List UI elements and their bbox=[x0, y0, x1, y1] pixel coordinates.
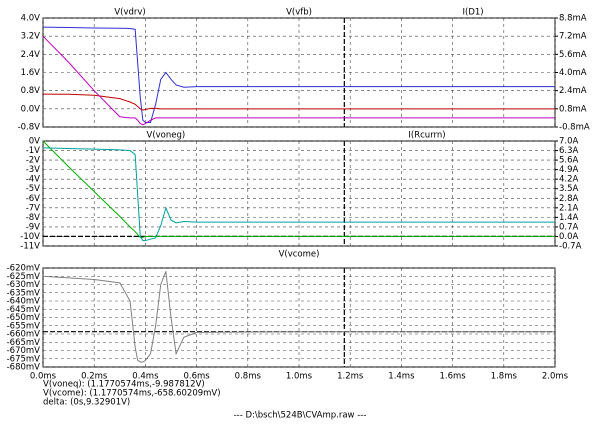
legend-entry: V(voneg) bbox=[147, 131, 186, 141]
y-tick-label: -630mV bbox=[7, 280, 41, 290]
x-tick-label: 0.0ms bbox=[30, 372, 57, 382]
y2-tick-label: 4.9A bbox=[559, 165, 579, 175]
y-tick-label: 4.0V bbox=[21, 14, 41, 24]
y-tick-label: 3.2V bbox=[21, 32, 41, 42]
y-tick-label: -10V bbox=[20, 232, 40, 242]
y-tick-label: -640mV bbox=[7, 297, 41, 307]
y-tick-label: 0V bbox=[29, 137, 40, 147]
x-tick-label: 1.6ms bbox=[439, 372, 466, 382]
trace bbox=[42, 147, 555, 242]
cursor-readout: V(vcome): (1.1770574ms,-658.60209mV) bbox=[43, 389, 221, 399]
y-tick-label: -660mV bbox=[7, 330, 41, 340]
y2-tick-label: 5.6A bbox=[559, 156, 579, 166]
y2-tick-label: 4.0mA bbox=[559, 68, 587, 78]
x-tick-label: 1.8ms bbox=[491, 372, 518, 382]
trace bbox=[42, 93, 555, 111]
x-tick-label: 0.4ms bbox=[132, 372, 159, 382]
x-tick-label: 0.8ms bbox=[235, 372, 262, 382]
y-tick-label: 0.8V bbox=[21, 86, 41, 96]
y-tick-label: 2.4V bbox=[21, 50, 41, 60]
y-tick-label: -3V bbox=[26, 165, 40, 175]
y2-tick-label: 7.0A bbox=[559, 137, 579, 147]
cursor-readout: V(voneq): (1.1770574ms,-9.987812V) bbox=[43, 380, 205, 390]
y2-tick-label: 4.2A bbox=[559, 175, 579, 185]
y-tick-label: -635mV bbox=[7, 288, 41, 298]
y2-tick-label: 0.0A bbox=[559, 232, 579, 242]
y-tick-label: -4V bbox=[26, 175, 40, 185]
y-tick-label: -645mV bbox=[7, 305, 41, 315]
y2-tick-label: 2.4mA bbox=[559, 86, 587, 96]
trace bbox=[42, 140, 555, 238]
legend-entry: I(D1) bbox=[463, 8, 484, 18]
y-tick-label: -675mV bbox=[7, 354, 41, 364]
y2-tick-label: 1.4A bbox=[559, 213, 579, 223]
y-tick-label: -680mV bbox=[7, 363, 41, 373]
y-tick-label: -7V bbox=[26, 203, 40, 213]
y-tick-label: -620mV bbox=[7, 264, 41, 274]
y-tick-label: -1V bbox=[26, 146, 40, 156]
y-tick-label: -625mV bbox=[7, 272, 41, 282]
trace bbox=[42, 35, 555, 126]
legend-entry: V(vdrv) bbox=[114, 8, 145, 18]
y-tick-label: -655mV bbox=[7, 321, 41, 331]
y-tick-label: -665mV bbox=[7, 338, 41, 348]
y2-tick-label: 6.3A bbox=[559, 146, 579, 156]
legend-entry: V(vfb) bbox=[286, 8, 312, 18]
y2-tick-label: -0.8mA bbox=[559, 123, 590, 133]
y2-tick-label: 0.7A bbox=[559, 222, 579, 232]
x-tick-label: 1.4ms bbox=[388, 372, 415, 382]
file-title: --- D:\bsch\524B\CVAmp.raw --- bbox=[234, 411, 367, 421]
trace bbox=[42, 271, 555, 363]
y-tick-label: 1.6V bbox=[21, 68, 41, 78]
y2-tick-label: -0.7A bbox=[559, 242, 582, 252]
y2-tick-label: 3.5A bbox=[559, 184, 579, 194]
y-tick-label: -5V bbox=[26, 184, 40, 194]
y2-tick-label: 0.8mA bbox=[559, 104, 587, 114]
y2-tick-label: 8.8mA bbox=[559, 14, 587, 24]
cursor-readout: delta: (0s,9.32901V) bbox=[43, 398, 130, 408]
y-tick-label: 0.0V bbox=[21, 104, 41, 114]
y-tick-label: -11V bbox=[20, 242, 40, 252]
y-tick-label: -650mV bbox=[7, 313, 41, 323]
y-tick-label: -0.8V bbox=[18, 123, 41, 133]
x-tick-label: 0.2ms bbox=[81, 372, 108, 382]
y-tick-label: -2V bbox=[26, 156, 40, 166]
x-tick-label: 1.0ms bbox=[286, 372, 313, 382]
y-tick-label: -670mV bbox=[7, 346, 41, 356]
y2-tick-label: 5.6mA bbox=[559, 50, 587, 60]
y2-tick-label: 2.1A bbox=[559, 203, 579, 213]
plot-frame bbox=[42, 140, 556, 247]
y2-tick-label: 7.2mA bbox=[559, 32, 587, 42]
y2-tick-label: 2.8A bbox=[559, 194, 579, 204]
y-tick-label: -6V bbox=[26, 194, 40, 204]
x-tick-label: 1.2ms bbox=[337, 372, 364, 382]
y-tick-label: -8V bbox=[26, 213, 40, 223]
legend-entry: V(vcome) bbox=[279, 250, 320, 260]
legend-entry: I(Rcurrn) bbox=[408, 131, 445, 141]
trace bbox=[42, 26, 555, 123]
x-tick-label: 2.0ms bbox=[542, 372, 569, 382]
y-tick-label: -9V bbox=[26, 222, 40, 232]
x-tick-label: 0.6ms bbox=[183, 372, 210, 382]
